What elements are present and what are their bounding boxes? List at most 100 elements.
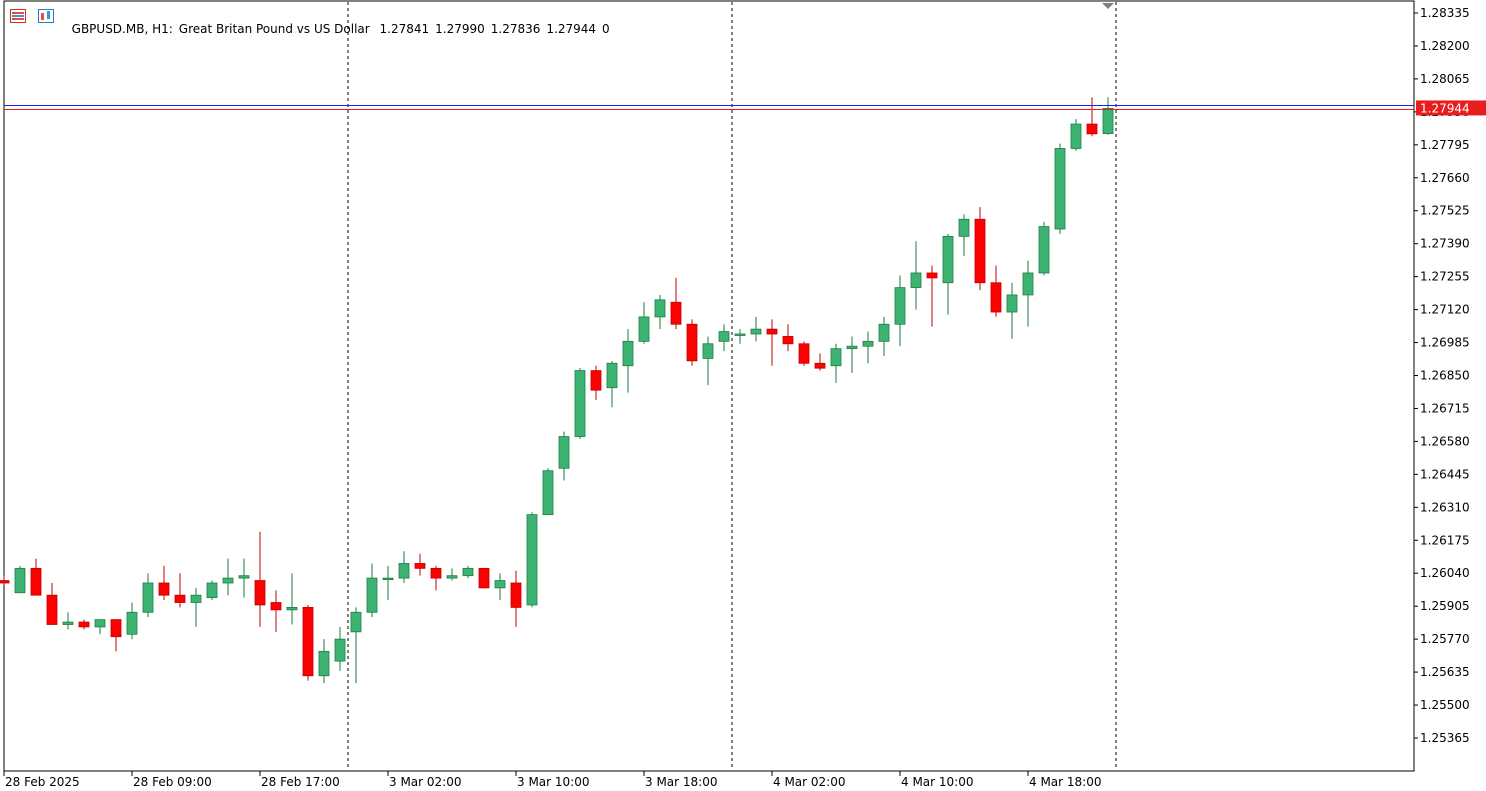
candle-body-51 <box>814 362 826 369</box>
current-price-lines: 1.27944 <box>4 100 1486 116</box>
candle-body-18 <box>286 607 298 611</box>
time-tick-label-6: 4 Mar 02:00 <box>773 775 846 789</box>
candle-body-35 <box>558 436 570 469</box>
candle-body-54 <box>862 340 874 347</box>
candle-body-2 <box>30 567 42 596</box>
candle-body-61 <box>974 218 986 284</box>
candle-body-10 <box>158 582 170 596</box>
candle-body-21 <box>334 638 346 662</box>
candle-body-29 <box>462 567 474 577</box>
candle-body-50 <box>798 343 810 364</box>
candle-body-39 <box>622 340 634 367</box>
current-price-label: 1.27944 <box>1420 101 1470 115</box>
price-tick-label-0: 1.28335 <box>1420 6 1470 20</box>
candle-body-58 <box>926 272 938 279</box>
price-tick-label-4: 1.27795 <box>1420 138 1470 152</box>
candle-body-32 <box>510 582 522 608</box>
candle-body-48 <box>766 328 778 335</box>
candle-body-31 <box>494 580 506 589</box>
time-tick-label-2: 28 Feb 17:00 <box>261 775 340 789</box>
price-tick-label-2: 1.28065 <box>1420 72 1470 86</box>
candle-body-47 <box>750 328 762 335</box>
candle-body-33 <box>526 514 538 606</box>
symbol-description: Great Britan Pound vs US Dollar <box>178 22 370 36</box>
candle-body-14 <box>222 577 234 584</box>
candle-body-30 <box>478 567 490 589</box>
candle-body-13 <box>206 582 218 599</box>
price-tick-label-14: 1.26445 <box>1420 467 1470 481</box>
candle-body-38 <box>606 362 618 389</box>
price-tick-label-18: 1.25905 <box>1420 599 1470 613</box>
candle-body-37 <box>590 370 602 391</box>
candle-body-69 <box>1102 108 1114 134</box>
ohlc-high: 1.27990 <box>435 22 485 36</box>
candle-body-63 <box>1006 294 1018 313</box>
chart-header: GBPUSD.MB, H1: Great Britan Pound vs US D… <box>64 8 616 36</box>
candle-body-19 <box>302 607 314 677</box>
candle-body-43 <box>686 323 698 362</box>
candle-body-6 <box>94 619 106 628</box>
shift-marker-icon <box>1102 3 1114 9</box>
candle-body-57 <box>910 272 922 289</box>
candle-body-49 <box>782 336 794 345</box>
plot-area <box>3 0 1415 772</box>
ohlc-low: 1.27836 <box>490 22 541 36</box>
symbol-timeframe: GBPUSD.MB, H1: <box>71 22 173 36</box>
price-tick-label-15: 1.26310 <box>1420 500 1470 514</box>
candle-body-66 <box>1054 148 1066 230</box>
price-axis: 1.283351.282001.280651.279301.277951.276… <box>1414 6 1470 745</box>
price-tick-label-8: 1.27255 <box>1420 270 1470 284</box>
candle-body-20 <box>318 650 330 677</box>
time-tick-label-3: 3 Mar 02:00 <box>389 775 462 789</box>
price-tick-label-22: 1.25365 <box>1420 731 1470 745</box>
candle-body-9 <box>142 582 154 613</box>
candle-body-45 <box>718 331 730 342</box>
time-tick-label-4: 3 Mar 10:00 <box>517 775 590 789</box>
price-tag-box <box>1416 100 1486 116</box>
session-separators <box>347 2 1117 770</box>
candle-body-60 <box>958 218 970 237</box>
candle-body-28 <box>446 575 458 579</box>
candle-body-17 <box>270 602 282 611</box>
price-tick-label-16: 1.26175 <box>1420 533 1470 547</box>
price-tick-label-13: 1.26580 <box>1420 434 1470 448</box>
candle-body-41 <box>654 299 666 318</box>
candle-body-1 <box>14 567 26 594</box>
candle-body-0 <box>0 580 10 584</box>
candle-body-52 <box>830 348 842 367</box>
price-tick-label-5: 1.27660 <box>1420 171 1470 185</box>
price-tick-label-12: 1.26715 <box>1420 401 1470 415</box>
candle-body-3 <box>46 594 58 625</box>
time-axis: 28 Feb 2025 28 Feb 09:00 28 Feb 17:00 3 Mar… <box>3 771 1102 789</box>
time-tick-label-7: 4 Mar 10:00 <box>901 775 974 789</box>
time-tick-label-0: 28 Feb 2025 <box>5 775 80 789</box>
candle-body-44 <box>702 343 714 359</box>
ohlc-open: 1.27841 <box>379 22 430 36</box>
candle-body-55 <box>878 323 890 342</box>
price-tick-label-11: 1.26850 <box>1420 369 1470 383</box>
candle-body-59 <box>942 235 954 284</box>
candle-body-25 <box>398 563 410 579</box>
candle-body-8 <box>126 611 138 635</box>
candle-body-16 <box>254 580 266 606</box>
candle-body-56 <box>894 287 906 325</box>
menu-list-icon[interactable] <box>10 8 26 23</box>
candle-body-40 <box>638 316 650 342</box>
candle-body-68 <box>1086 123 1098 135</box>
candle-body-5 <box>78 621 90 628</box>
price-tick-label-20: 1.25635 <box>1420 665 1470 679</box>
candle-body-24 <box>382 577 394 581</box>
time-tick-label-8: 4 Mar 18:00 <box>1029 775 1102 789</box>
candle-body-26 <box>414 563 426 569</box>
candle-body-11 <box>174 594 186 603</box>
chart-window-icon[interactable] <box>38 8 54 23</box>
candle-body-27 <box>430 567 442 579</box>
price-tick-label-10: 1.26985 <box>1420 336 1470 350</box>
candle-body-15 <box>238 575 250 579</box>
candle-body-65 <box>1038 226 1050 274</box>
price-tick-label-9: 1.27120 <box>1420 303 1470 317</box>
candle-body-34 <box>542 470 554 516</box>
time-tick-label-5: 3 Mar 18:00 <box>645 775 718 789</box>
price-tick-label-19: 1.25770 <box>1420 632 1470 646</box>
